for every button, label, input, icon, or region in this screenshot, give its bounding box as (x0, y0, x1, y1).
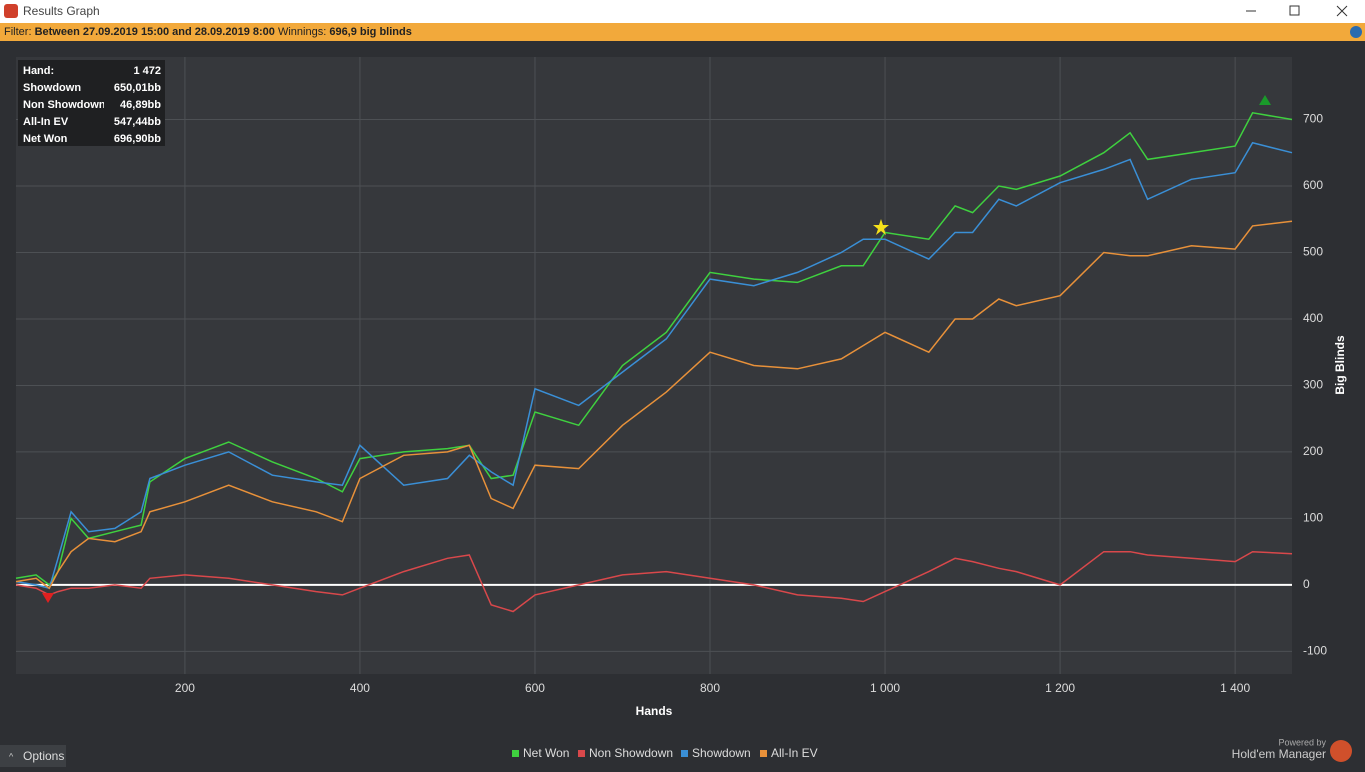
tooltip-value: 696,90bb (114, 133, 161, 145)
tooltip-key: Net Won (23, 133, 68, 145)
tooltip-value: 650,01bb (114, 82, 161, 94)
tooltip: Hand: 1 472 Showdown 650,01bb Non Showdown 46… (18, 60, 165, 146)
legend: Net Won Non Showdown Showdown All-In EV (512, 746, 818, 760)
legend-label: Net Won (523, 746, 569, 760)
filter-text: Filter: Between 27.09.2019 15:00 and 28.… (4, 26, 412, 38)
powered-by: Powered by (1278, 737, 1326, 747)
legend-swatch (512, 750, 519, 757)
x-axis-label: Hands (636, 704, 673, 718)
x-tick-label: 1 000 (870, 681, 900, 695)
series-line (15, 111, 1293, 586)
legend-label: All-In EV (771, 746, 818, 760)
tooltip-key: Hand: (23, 65, 54, 77)
brand-logo (1330, 740, 1352, 762)
tooltip-key: All-In EV (23, 116, 69, 128)
y-tick-label: 100 (1303, 511, 1323, 525)
x-tick-label: 400 (350, 681, 370, 695)
low-marker (42, 593, 54, 603)
legend-label: Non Showdown (589, 746, 673, 760)
y-tick-label: 400 (1303, 311, 1323, 325)
plot-area (16, 57, 1292, 674)
filter-range: Between 27.09.2019 15:00 and 28.09.2019 … (35, 26, 275, 38)
options-caret: ^ (9, 751, 14, 761)
options-button[interactable] (0, 745, 66, 767)
brand: Hold'em Manager (1232, 747, 1326, 761)
title-bar (0, 0, 1365, 23)
y-tick-label: 0 (1303, 577, 1310, 591)
x-tick-label: 200 (175, 681, 195, 695)
tooltip-mask (104, 132, 162, 146)
legend-swatch (760, 750, 767, 757)
restore-button[interactable] (1289, 5, 1300, 16)
x-tick-label: 600 (525, 681, 545, 695)
y-axis-label: Big Blinds (1333, 335, 1347, 395)
legend-swatch (681, 750, 688, 757)
y-tick-label: -100 (1303, 644, 1327, 658)
series-line (15, 141, 1293, 590)
options-label: Options (23, 749, 64, 763)
tooltip-key: Showdown (23, 82, 81, 94)
tooltip-mask (104, 115, 162, 129)
tooltip-mask (104, 98, 162, 112)
app-icon (4, 4, 18, 18)
x-tick-label: 1 200 (1045, 681, 1075, 695)
tooltip-key: Non Showdown (23, 99, 106, 111)
plot: 200 400 600 800 1 000 1 200 1 400-100010020030… (15, 57, 1327, 695)
x-tick-label: 800 (700, 681, 720, 695)
tooltip-value: 1 472 (133, 65, 161, 77)
x-tick-label: 1 400 (1220, 681, 1250, 695)
filter-bar (0, 23, 1365, 41)
close-button[interactable] (1336, 5, 1348, 17)
winnings: 696,9 big blinds (329, 26, 412, 38)
tooltip-mask (104, 81, 162, 95)
window-title: Results Graph (23, 4, 100, 18)
legend-label: Showdown (692, 746, 751, 760)
series-line (15, 220, 1293, 590)
y-tick-label: 700 (1303, 112, 1323, 126)
star-marker (873, 219, 889, 235)
tooltip-value: 547,44bb (114, 116, 161, 128)
y-tick-label: 200 (1303, 444, 1323, 458)
tooltip-mask (104, 64, 162, 78)
y-tick-label: 500 (1303, 245, 1323, 259)
series-line (15, 550, 1293, 613)
winnings-label: Winnings: (278, 26, 326, 38)
y-tick-label: 300 (1303, 378, 1323, 392)
y-tick-label: 600 (1303, 178, 1323, 192)
tooltip-value: 46,89bb (120, 99, 161, 111)
high-marker (1259, 95, 1271, 105)
legend-swatch (578, 750, 585, 757)
filter-label: Filter: (4, 26, 32, 38)
help-icon[interactable] (1350, 26, 1362, 38)
